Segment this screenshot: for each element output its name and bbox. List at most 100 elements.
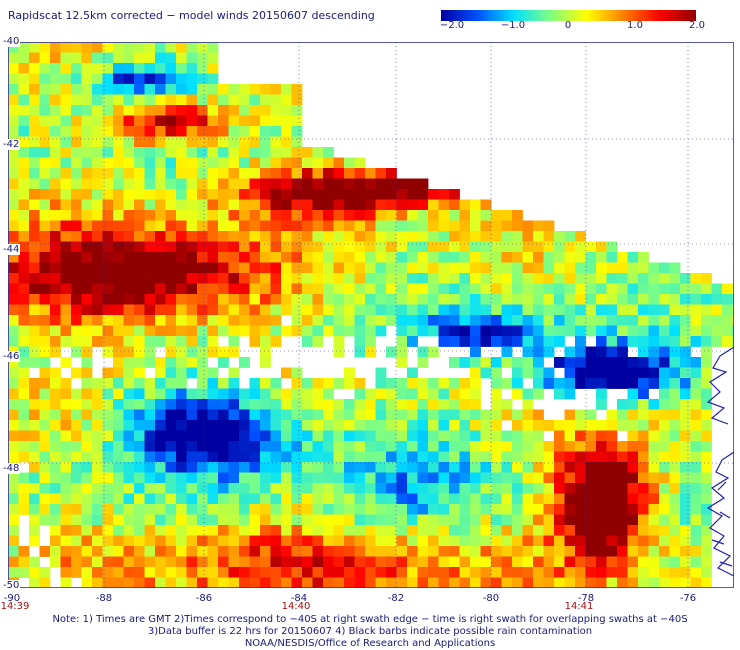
wind-cell bbox=[291, 514, 303, 526]
wind-cell bbox=[627, 273, 639, 284]
wind-cell bbox=[39, 73, 51, 85]
wind-cell bbox=[323, 210, 334, 221]
wind-cell bbox=[501, 336, 513, 347]
wind-cell bbox=[113, 273, 124, 284]
wind-cell bbox=[29, 451, 40, 463]
wind-cell bbox=[39, 399, 51, 410]
wind-cell bbox=[260, 577, 271, 588]
wind-cell bbox=[8, 178, 19, 190]
wind-cell bbox=[617, 357, 628, 368]
wind-cell bbox=[470, 493, 481, 505]
wind-cell bbox=[165, 42, 177, 53]
wind-cell bbox=[480, 577, 492, 588]
wind-cell bbox=[71, 115, 82, 127]
wind-cell bbox=[627, 304, 639, 316]
wind-cell bbox=[354, 441, 366, 452]
wind-cell bbox=[669, 493, 681, 505]
wind-cell bbox=[260, 273, 271, 284]
wind-cell bbox=[680, 462, 691, 473]
wind-cell bbox=[438, 514, 450, 526]
wind-cell bbox=[512, 325, 523, 337]
wind-cell bbox=[123, 525, 135, 536]
wind-cell bbox=[501, 399, 513, 410]
wind-cell bbox=[186, 115, 198, 127]
wind-cell bbox=[606, 556, 618, 568]
wind-cell bbox=[228, 430, 240, 442]
wind-cell bbox=[113, 325, 124, 337]
wind-cell bbox=[596, 388, 607, 400]
wind-cell bbox=[123, 546, 135, 557]
wind-cell bbox=[260, 231, 271, 242]
wind-cell bbox=[701, 409, 712, 421]
wind-cell bbox=[155, 315, 166, 326]
wind-cell bbox=[648, 430, 660, 442]
wind-cell bbox=[39, 357, 51, 368]
wind-cell bbox=[606, 241, 618, 253]
wind-cell bbox=[29, 199, 40, 211]
wind-cell bbox=[50, 336, 61, 347]
wind-cell bbox=[92, 388, 103, 400]
wind-cell bbox=[39, 84, 51, 95]
wind-cell bbox=[39, 409, 51, 421]
wind-cell bbox=[18, 147, 30, 158]
wind-cell bbox=[281, 367, 292, 379]
wind-cell bbox=[354, 514, 366, 526]
wind-cell bbox=[606, 514, 618, 526]
wind-cell bbox=[386, 493, 397, 505]
wind-cell bbox=[81, 283, 93, 295]
wind-cell bbox=[18, 252, 30, 263]
wind-cell bbox=[207, 325, 219, 337]
wind-cell bbox=[197, 63, 208, 74]
wind-cell bbox=[144, 304, 156, 316]
wind-cell bbox=[165, 304, 177, 316]
wind-cell bbox=[407, 283, 418, 295]
wind-cell bbox=[312, 378, 324, 389]
wind-cell bbox=[123, 399, 135, 410]
wind-cell bbox=[8, 52, 19, 64]
wind-cell bbox=[113, 199, 124, 211]
wind-cell bbox=[270, 483, 282, 494]
wind-cell bbox=[669, 388, 681, 400]
wind-cell bbox=[239, 514, 250, 526]
wind-cell bbox=[144, 483, 156, 494]
wind-cell bbox=[323, 262, 334, 274]
wind-cell bbox=[596, 504, 607, 515]
wind-cell bbox=[564, 294, 576, 305]
wind-cell bbox=[270, 388, 282, 400]
wind-cell bbox=[71, 304, 82, 316]
wind-cell bbox=[554, 252, 565, 263]
lon-label-88: -88 bbox=[95, 593, 113, 604]
wind-cell bbox=[417, 273, 429, 284]
wind-cell bbox=[218, 84, 229, 95]
wind-cell bbox=[165, 483, 177, 494]
wind-cell bbox=[302, 451, 313, 463]
wind-cell bbox=[18, 189, 30, 200]
wind-cell bbox=[71, 210, 82, 221]
wind-cell bbox=[134, 493, 145, 505]
wind-cell bbox=[386, 567, 397, 578]
wind-cell bbox=[176, 252, 187, 263]
wind-cell bbox=[102, 63, 114, 74]
wind-cell bbox=[291, 325, 303, 337]
wind-cell bbox=[186, 262, 198, 274]
wind-cell bbox=[123, 462, 135, 473]
wind-cell bbox=[627, 336, 639, 347]
wind-cell bbox=[512, 367, 523, 379]
wind-cell bbox=[113, 367, 124, 379]
wind-cell bbox=[249, 315, 261, 326]
wind-cell bbox=[60, 52, 72, 64]
wind-cell bbox=[669, 315, 681, 326]
wind-cell bbox=[165, 577, 177, 588]
wind-cell bbox=[648, 451, 660, 463]
wind-cell bbox=[113, 357, 124, 368]
wind-cell bbox=[648, 273, 660, 284]
wind-cell bbox=[543, 346, 555, 358]
wind-cell bbox=[260, 294, 271, 305]
wind-cell bbox=[428, 493, 439, 505]
wind-cell bbox=[155, 220, 166, 232]
wind-cell bbox=[554, 336, 565, 347]
wind-cell bbox=[522, 546, 534, 557]
wind-cell bbox=[512, 262, 523, 274]
wind-cell bbox=[270, 535, 282, 547]
wind-cell bbox=[102, 178, 114, 190]
